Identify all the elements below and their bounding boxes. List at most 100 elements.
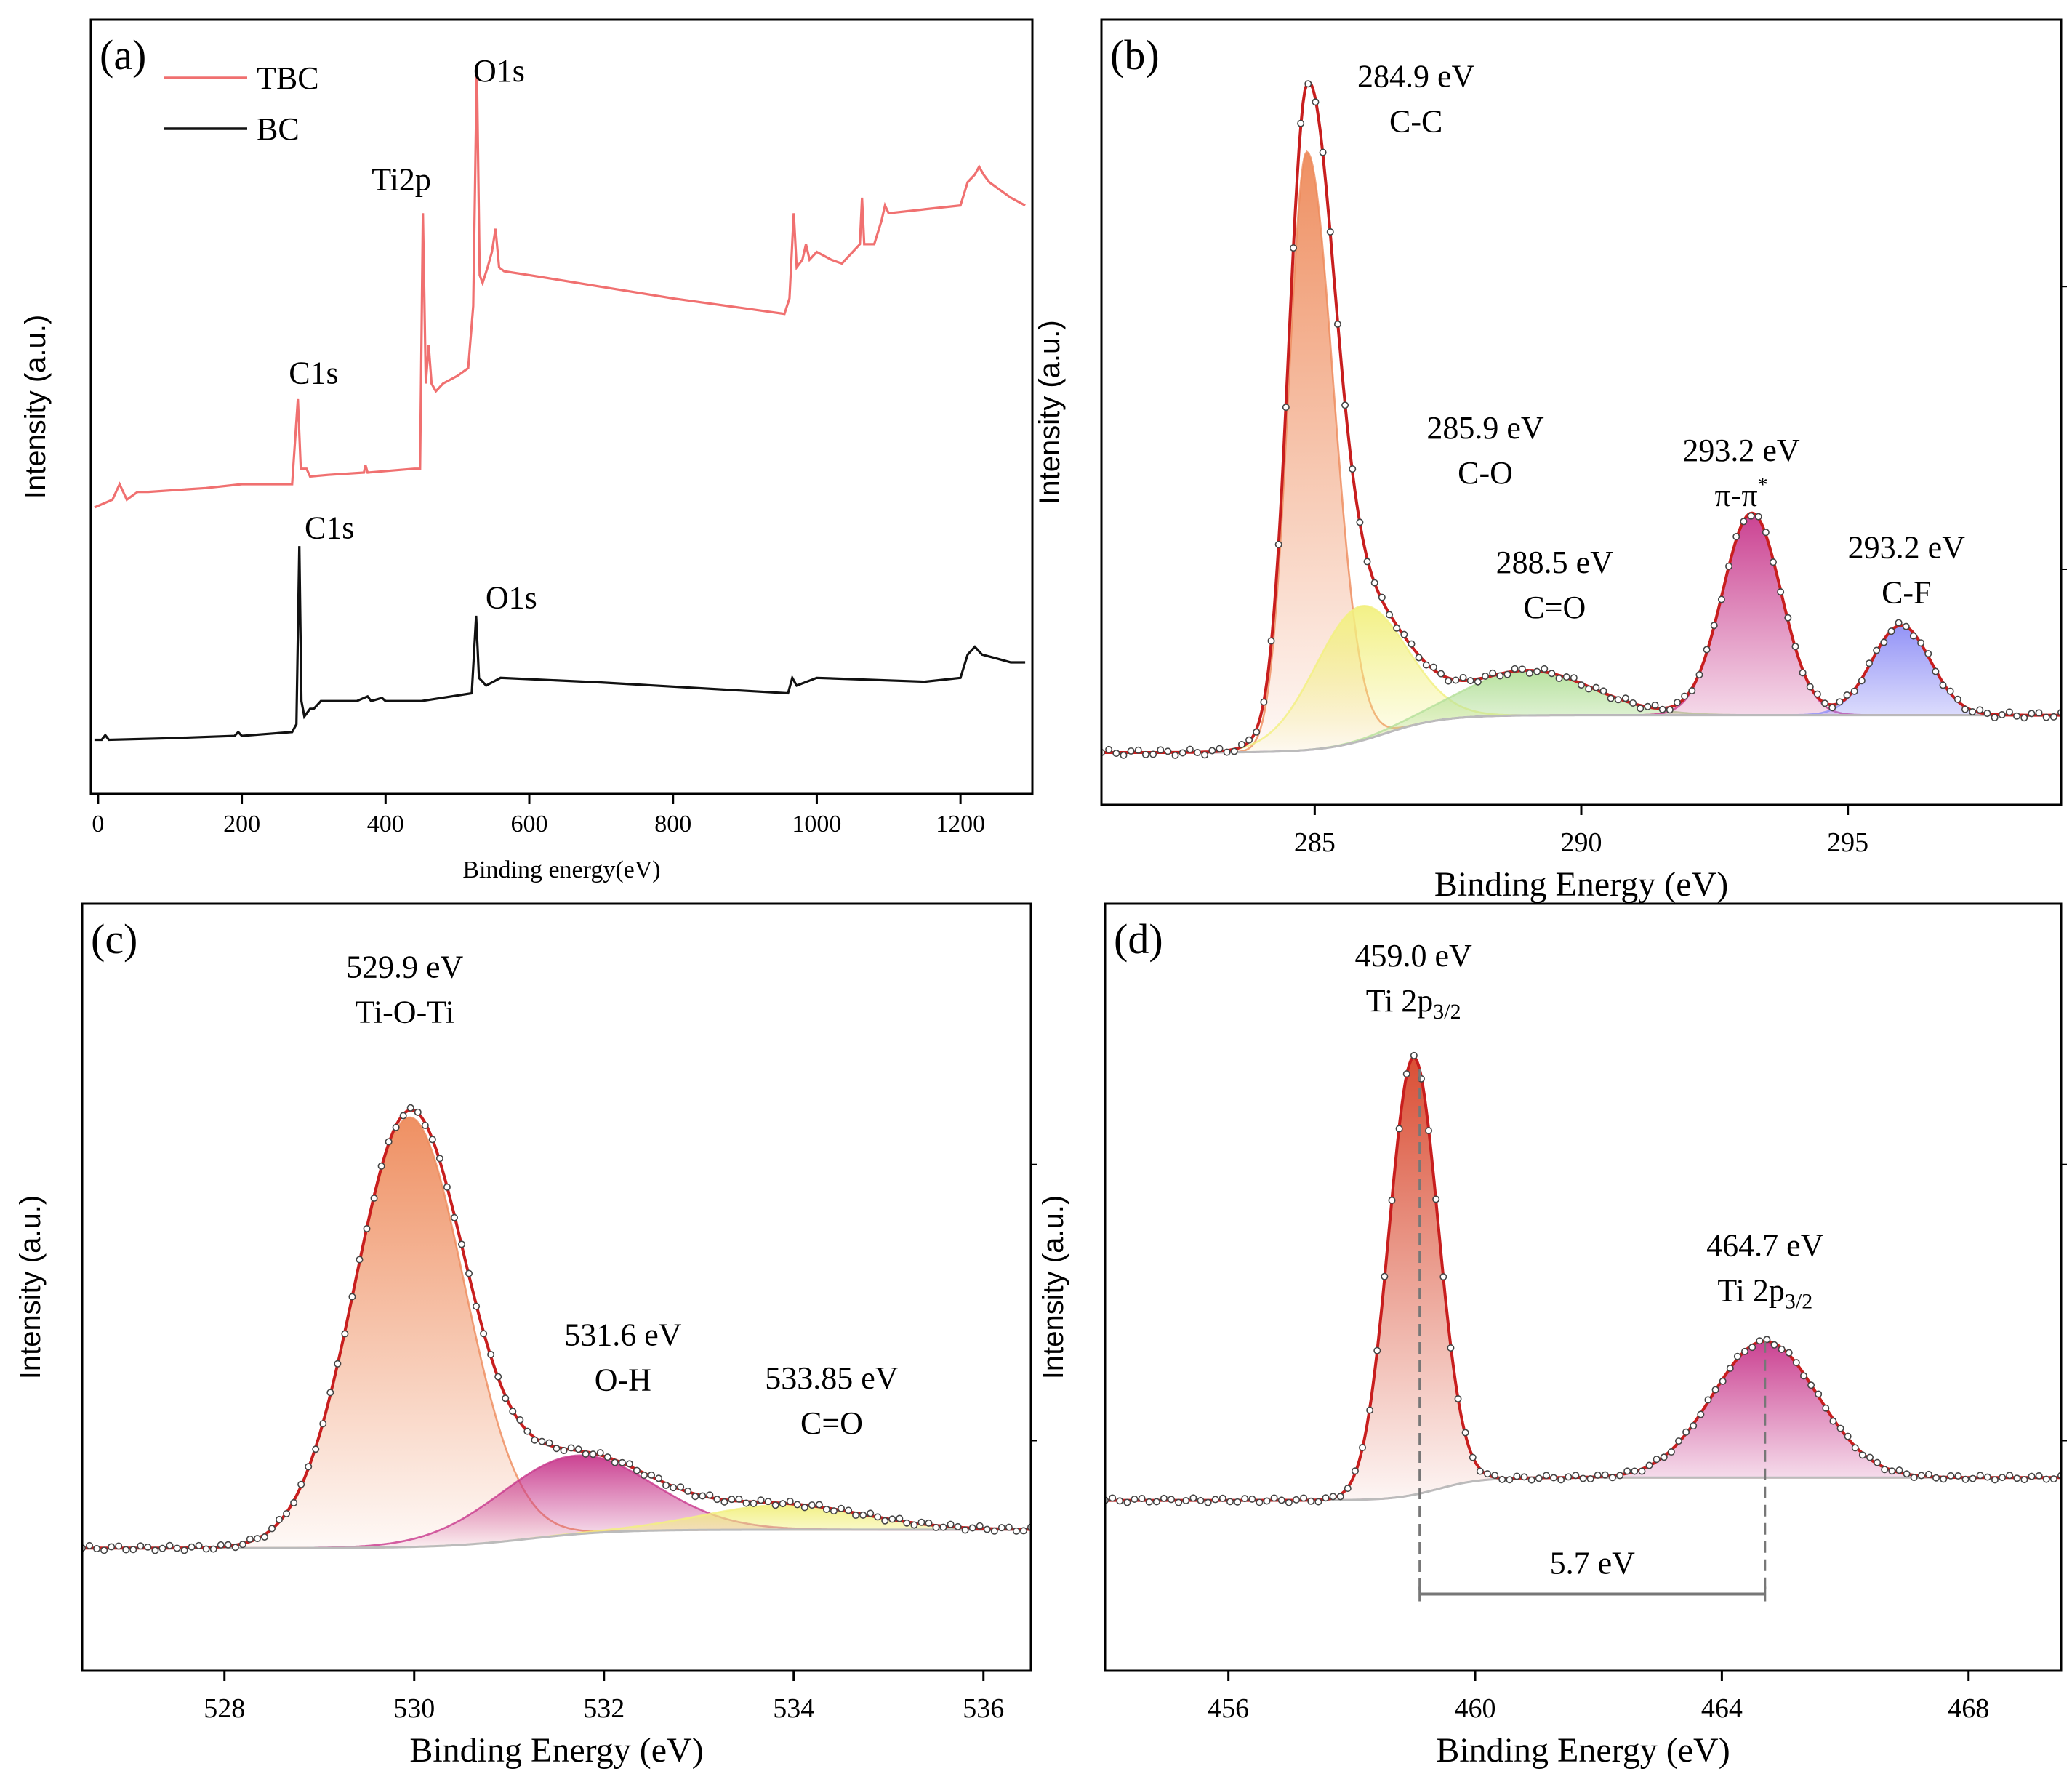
raw-data-point: [1717, 595, 1725, 603]
raw-data-point: [1498, 1475, 1506, 1483]
raw-data-point: [1482, 672, 1490, 680]
raw-data-point: [450, 1213, 458, 1221]
series-line-bc: [94, 546, 1026, 742]
raw-data-point: [1138, 1495, 1146, 1503]
raw-data-point: [1608, 1474, 1616, 1482]
raw-data-point: [822, 1505, 830, 1513]
raw-data-point: [1145, 1498, 1153, 1506]
raw-data-point: [1201, 751, 1209, 759]
raw-data-point: [290, 1498, 298, 1506]
raw-data-point: [1322, 1494, 1330, 1502]
raw-data-point: [2013, 712, 2021, 720]
raw-data-point: [1469, 1453, 1477, 1461]
peak-assignment-label: Ti 2p3/2: [1717, 1273, 1812, 1314]
plot-area: [94, 65, 1026, 742]
raw-data-point: [1637, 705, 1645, 713]
raw-data-point: [1704, 1396, 1712, 1404]
raw-data-point: [1725, 562, 1733, 570]
raw-data-point: [1484, 1470, 1492, 1478]
raw-data-point: [845, 1506, 853, 1514]
raw-data-point: [158, 1544, 166, 1552]
x-tick-label: 285: [1294, 827, 1336, 858]
raw-data-point: [1756, 1337, 1764, 1345]
x-tick-label: 528: [204, 1693, 245, 1724]
raw-data-point: [217, 1541, 225, 1549]
raw-data-point: [1285, 1498, 1293, 1506]
peak-annotation: C1s: [289, 356, 338, 391]
label-main: Ti 2p: [1366, 983, 1434, 1019]
raw-data-point: [1112, 750, 1120, 758]
raw-data-point: [1917, 1472, 1925, 1480]
raw-data-point: [1234, 1498, 1242, 1506]
raw-data-point: [1961, 1475, 1969, 1483]
raw-data-point: [509, 1408, 517, 1416]
raw-data-point: [480, 1330, 488, 1338]
baseline-curve: [82, 1528, 1031, 1549]
x-tick-label: 460: [1455, 1693, 1496, 1724]
raw-data-point: [1762, 529, 1770, 537]
raw-data-point: [1447, 1344, 1455, 1352]
raw-data-point: [1858, 1451, 1866, 1459]
raw-data-point: [1770, 1341, 1778, 1349]
raw-data-point: [1888, 1467, 1896, 1475]
raw-data-point: [1277, 1496, 1285, 1504]
raw-data-point: [1300, 1494, 1308, 1502]
raw-data-point: [1171, 751, 1179, 759]
raw-data-point: [1160, 1494, 1168, 1502]
raw-data-point: [2042, 1475, 2050, 1483]
raw-data-point: [1726, 1365, 1734, 1373]
raw-data-point: [793, 1501, 801, 1509]
raw-data-point: [1333, 320, 1341, 328]
y-axis-label: Intensity (a.u.): [20, 315, 52, 499]
raw-data-point: [1157, 746, 1165, 754]
raw-data-point: [1267, 637, 1275, 645]
raw-data-point: [720, 1498, 728, 1506]
raw-data-point: [465, 1269, 473, 1277]
raw-data-point: [1954, 1472, 1962, 1480]
raw-data-point: [560, 1447, 568, 1455]
x-tick-label: 536: [963, 1693, 1004, 1724]
raw-data-point: [1866, 1453, 1874, 1461]
raw-data-point: [1844, 1432, 1852, 1440]
raw-data-point: [1208, 747, 1216, 755]
raw-data-point: [1326, 228, 1334, 236]
raw-data-point: [1230, 747, 1238, 755]
raw-data-point: [1168, 1496, 1176, 1504]
raw-data-point: [670, 1484, 678, 1492]
x-axis-label: Binding Energy (eV): [1436, 1731, 1730, 1770]
raw-data-point: [2005, 708, 2013, 716]
raw-data-point: [1226, 1498, 1234, 1506]
peak-assignment-label: C=O: [800, 1405, 863, 1441]
raw-data-point: [655, 1474, 663, 1482]
raw-data-point: [1792, 1359, 1800, 1367]
x-tick-label: 532: [583, 1693, 625, 1724]
panel-label: (d): [1114, 915, 1163, 963]
raw-data-point: [1614, 696, 1622, 704]
raw-data-point: [1437, 670, 1445, 678]
x-tick-label: 290: [1561, 827, 1602, 858]
raw-data-point: [874, 1513, 882, 1521]
raw-data-point: [1999, 1474, 2007, 1482]
raw-data-point: [1895, 1466, 1903, 1474]
x-axis-label: Binding Energy (eV): [1434, 865, 1728, 904]
raw-data-point: [1533, 667, 1541, 675]
raw-data-point: [1141, 750, 1149, 758]
raw-data-point: [699, 1492, 707, 1500]
raw-data-point: [334, 1360, 342, 1368]
raw-data-point: [1621, 694, 1629, 702]
panel-frame: [89, 18, 1034, 795]
x-tick-label: 530: [393, 1693, 435, 1724]
raw-data-point: [1359, 1444, 1367, 1452]
label-main: Ti-O-Ti: [356, 994, 454, 1030]
raw-data-point: [735, 1495, 743, 1503]
raw-data-point: [976, 1522, 984, 1530]
raw-data-point: [1363, 558, 1371, 566]
raw-data-point: [1667, 1448, 1675, 1456]
raw-data-point: [859, 1511, 867, 1519]
raw-data-point: [457, 1240, 465, 1248]
raw-data-point: [1218, 1494, 1226, 1502]
raw-data-point: [86, 1541, 94, 1549]
raw-data-point: [1983, 1473, 1991, 1481]
raw-data-point: [1599, 687, 1607, 695]
raw-data-point: [1763, 1336, 1771, 1344]
